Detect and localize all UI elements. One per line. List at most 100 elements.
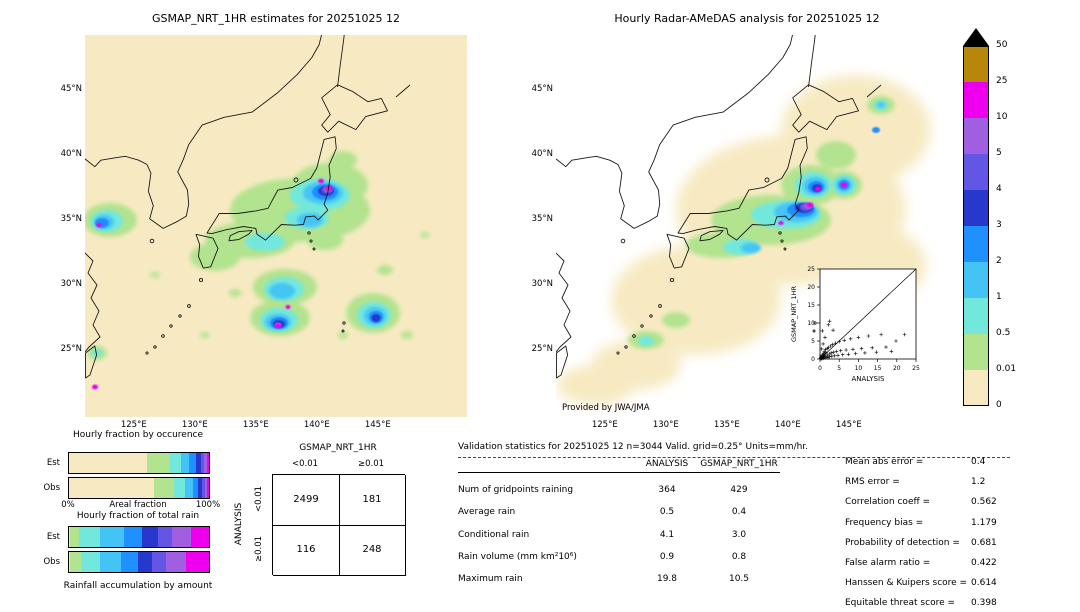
- bar-segment: [169, 453, 181, 473]
- score-line: Mean abs error = 0.4: [845, 452, 1010, 472]
- bar-segment: [192, 478, 199, 498]
- bar-segment: [191, 527, 209, 547]
- bar-segment: [204, 453, 207, 473]
- stat-value-gsmap: 3.0: [731, 529, 747, 540]
- validation-stat-row: Average rain 0.5 0.4: [458, 501, 780, 523]
- scatter-point: [879, 332, 883, 337]
- stat-value-analysis: 0.9: [659, 552, 675, 563]
- scatter-point: [830, 342, 835, 347]
- inset-y-tick-label: 5: [811, 338, 815, 345]
- bar-segment: [69, 453, 148, 473]
- totalrain-chart-title: Hourly fraction of total rain: [76, 511, 200, 521]
- bar-segment: [171, 527, 192, 547]
- lon-tick-label: 135°E: [713, 420, 740, 430]
- bar-segment: [196, 453, 201, 473]
- bar-segment: [69, 552, 70, 572]
- score-value: 0.398: [971, 598, 997, 609]
- lon-tick-label: 125°E: [120, 420, 147, 430]
- bar-segment: [69, 478, 155, 498]
- scatter-point: [831, 328, 835, 332]
- colorbar-tick-label: 50: [996, 40, 1008, 50]
- lon-tick-label: 145°E: [364, 420, 391, 430]
- scatter-point: [833, 341, 838, 345]
- stat-value-analysis: 364: [658, 485, 676, 496]
- validation-col-header-gsmap: GSMAP_NRT_1HR: [700, 459, 778, 469]
- bar-segment: [80, 552, 101, 572]
- score-line: False alarm ratio = 0.422: [845, 553, 1010, 573]
- scatter-point: [827, 355, 832, 359]
- contingency-cell: 2499: [273, 475, 340, 526]
- validation-scores: Mean abs error = 0.4 RMS error = 1.2 Correla…: [845, 452, 1010, 612]
- inset-y-tick-label: 10: [807, 320, 815, 327]
- row-label-obs: Obs: [43, 557, 60, 567]
- bar-segment: [69, 527, 70, 547]
- scatter-point: [826, 323, 831, 327]
- bar-segment: [200, 453, 205, 473]
- stat-value-gsmap: 0.4: [731, 507, 747, 518]
- validation-stat-row: Rain volume (mm km²10⁶) 0.9 0.8: [458, 546, 780, 568]
- validation-rows: Num of gridpoints raining 364 429 Average r…: [458, 479, 780, 590]
- lon-tick-label: 130°E: [181, 420, 208, 430]
- score-line: Correlation coeff = 0.562: [845, 492, 1010, 512]
- colorbar-tick-label: 0.01: [996, 364, 1017, 374]
- bar-segment: [185, 478, 193, 498]
- row-label-est: Est: [46, 532, 60, 542]
- validation-header-row: ANALYSIS GSMAP_NRT_1HR: [458, 459, 780, 473]
- bar-segment: [201, 478, 205, 498]
- bar-segment: [207, 478, 209, 498]
- colorbar-segment: [963, 226, 989, 262]
- contingency-row-header-ge: ≥0.01: [254, 535, 264, 563]
- validation-col-header-analysis: ANALYSIS: [645, 459, 689, 469]
- colorbar-segment: [963, 118, 989, 154]
- colorbar-segment: [963, 370, 989, 406]
- validation-title: Validation statistics for 20251025 12 n=…: [458, 442, 809, 452]
- scatter-point: [874, 350, 879, 354]
- colorbar-segment: [963, 46, 989, 82]
- occurrence-chart-title: Hourly fraction by occurence: [72, 430, 204, 440]
- score-value: 0.4: [971, 457, 986, 468]
- stat-value-gsmap: 429: [730, 485, 748, 496]
- bar-segment: [69, 527, 80, 547]
- scatter-point: [829, 351, 833, 355]
- score-line: Frequency bias = 1.179: [845, 513, 1010, 533]
- bar-segment: [189, 453, 197, 473]
- inset-y-tick-label: 15: [807, 302, 815, 309]
- map-credit: Provided by JWA/JMA: [562, 403, 650, 413]
- scatter-point: [866, 334, 871, 338]
- stat-value-gsmap: 0.8: [731, 552, 747, 563]
- validation-stat-row: Num of gridpoints raining 364 429: [458, 479, 780, 501]
- gsmap-map-panel: [83, 34, 467, 417]
- bar-segment: [198, 478, 202, 498]
- lat-tick-label: 40°N: [531, 149, 553, 159]
- lon-tick-label: 125°E: [591, 420, 618, 430]
- colorbar-segment: [963, 334, 989, 370]
- scatter-point: [863, 351, 867, 355]
- scatter-point: [828, 344, 833, 348]
- radar-map-panel: 0 5 10 15 20 25 0 5 10 15 20 25 ANALYSIS GSMAP_NRT_1H…: [555, 34, 938, 417]
- colorbar-tick-label: 3: [996, 220, 1002, 230]
- scatter-point: [842, 338, 846, 343]
- lat-tick-label: 35°N: [60, 214, 82, 224]
- stat-label: Num of gridpoints raining: [458, 485, 574, 496]
- scatter-point: [848, 337, 853, 341]
- contingency-cell: 181: [339, 475, 406, 526]
- scatter-point: [824, 350, 828, 355]
- scatter-point: [840, 352, 845, 357]
- score-label: Correlation coeff =: [845, 497, 931, 508]
- scatter-point: [889, 349, 894, 354]
- scatter-point: [831, 350, 836, 354]
- colorbar-tick-label: 0.5: [996, 328, 1011, 338]
- row-label-obs: Obs: [43, 483, 60, 493]
- scatter-point: [859, 346, 864, 351]
- inset-x-tick-label: 20: [893, 365, 901, 372]
- stat-value-analysis: 0.5: [659, 507, 675, 518]
- scatter-point: [838, 348, 843, 353]
- score-value: 1.179: [971, 517, 997, 528]
- lon-tick-label: 145°E: [835, 420, 862, 430]
- stat-value-analysis: 4.1: [659, 529, 675, 540]
- axis-max-label: 100%: [195, 500, 221, 510]
- lat-tick-label: 25°N: [60, 344, 82, 354]
- colorbar-tick-label: 2: [996, 256, 1002, 266]
- score-label: RMS error =: [845, 477, 900, 488]
